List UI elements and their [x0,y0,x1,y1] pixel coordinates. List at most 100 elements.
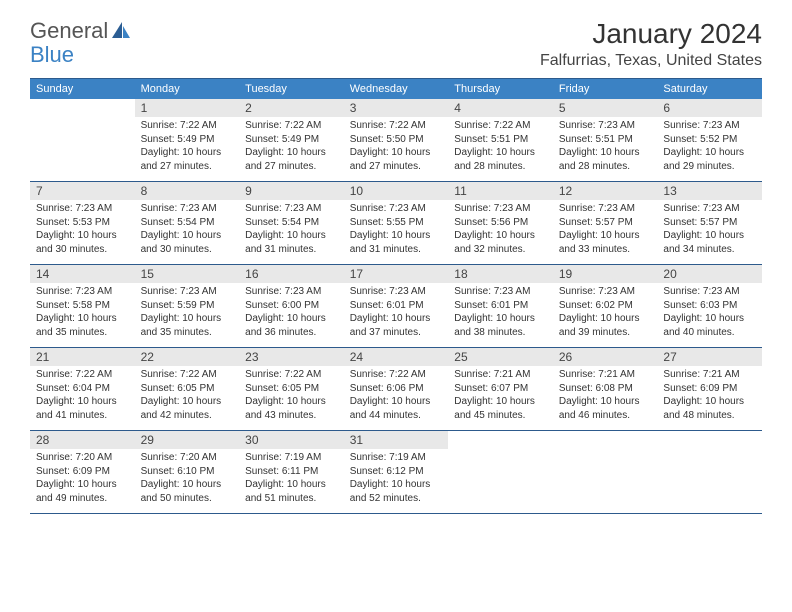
sunrise-text: Sunrise: 7:21 AM [454,368,547,382]
daylight-text: Daylight: 10 hours and 52 minutes. [350,478,443,505]
sunset-text: Sunset: 5:50 PM [350,133,443,147]
daylight-text: Daylight: 10 hours and 30 minutes. [36,229,129,256]
calendar-week: 7Sunrise: 7:23 AMSunset: 5:53 PMDaylight… [30,182,762,265]
sunset-text: Sunset: 5:49 PM [141,133,234,147]
calendar-body: 1 Sunrise: 7:22 AM Sunset: 5:49 PM Daylight… [30,99,762,514]
calendar-day: 10Sunrise: 7:23 AMSunset: 5:55 PMDayligh… [344,182,449,264]
day-number [448,431,553,449]
day-content: Sunrise: 7:23 AMSunset: 5:57 PMDaylight:… [657,200,762,260]
daylight-text: Daylight: 10 hours and 42 minutes. [141,395,234,422]
day-number: 6 [657,99,762,117]
day-content: Sunrise: 7:23 AMSunset: 5:51 PMDaylight:… [553,117,658,177]
calendar-day: 9Sunrise: 7:23 AMSunset: 5:54 PMDaylight… [239,182,344,264]
sunrise-text: Sunrise: 7:23 AM [663,285,756,299]
calendar-day: 25Sunrise: 7:21 AMSunset: 6:07 PMDayligh… [448,348,553,430]
day-number: 12 [553,182,658,200]
day-content: Sunrise: 7:23 AMSunset: 5:56 PMDaylight:… [448,200,553,260]
day-number: 22 [135,348,240,366]
daylight-text: Daylight: 10 hours and 37 minutes. [350,312,443,339]
daylight-text: Daylight: 10 hours and 38 minutes. [454,312,547,339]
day-number: 11 [448,182,553,200]
calendar-week: 14Sunrise: 7:23 AMSunset: 5:58 PMDayligh… [30,265,762,348]
day-content: Sunrise: 7:23 AMSunset: 6:02 PMDaylight:… [553,283,658,343]
month-title: January 2024 [540,18,762,50]
day-content: Sunrise: 7:20 AMSunset: 6:09 PMDaylight:… [30,449,135,509]
day-number: 19 [553,265,658,283]
sunset-text: Sunset: 6:01 PM [350,299,443,313]
calendar-day: 27Sunrise: 7:21 AMSunset: 6:09 PMDayligh… [657,348,762,430]
daylight-text: Daylight: 10 hours and 41 minutes. [36,395,129,422]
logo-text-blue: Blue [30,42,74,67]
calendar-week: 1Sunrise: 7:22 AMSunset: 5:49 PMDaylight… [30,99,762,182]
day-number: 5 [553,99,658,117]
day-content: Sunrise: 7:21 AMSunset: 6:09 PMDaylight:… [657,366,762,426]
logo-text-general: General [30,18,108,44]
calendar-day: 2Sunrise: 7:22 AMSunset: 5:49 PMDaylight… [239,99,344,181]
sunset-text: Sunset: 5:49 PM [245,133,338,147]
sunset-text: Sunset: 6:09 PM [663,382,756,396]
sunrise-text: Sunrise: 7:23 AM [454,285,547,299]
day-number [657,431,762,449]
dow-cell: Tuesday [239,79,344,99]
calendar-day: 6Sunrise: 7:23 AMSunset: 5:52 PMDaylight… [657,99,762,181]
daylight-text: Daylight: 10 hours and 48 minutes. [663,395,756,422]
day-number [553,431,658,449]
calendar-day: 30Sunrise: 7:19 AMSunset: 6:11 PMDayligh… [239,431,344,513]
daylight-text: Daylight: 10 hours and 39 minutes. [559,312,652,339]
sunset-text: Sunset: 6:10 PM [141,465,234,479]
day-number: 10 [344,182,449,200]
sunset-text: Sunset: 5:53 PM [36,216,129,230]
day-number: 24 [344,348,449,366]
calendar-day: 16Sunrise: 7:23 AMSunset: 6:00 PMDayligh… [239,265,344,347]
dow-cell: Sunday [30,79,135,99]
sunrise-text: Sunrise: 7:23 AM [559,202,652,216]
sunset-text: Sunset: 6:12 PM [350,465,443,479]
day-number: 23 [239,348,344,366]
location: Falfurrias, Texas, United States [540,52,762,70]
calendar-day: 24Sunrise: 7:22 AMSunset: 6:06 PMDayligh… [344,348,449,430]
dow-cell: Thursday [448,79,553,99]
day-number [30,99,135,117]
sunrise-text: Sunrise: 7:22 AM [350,368,443,382]
calendar-day [657,431,762,513]
dow-cell: Friday [553,79,658,99]
calendar-day [448,431,553,513]
day-content: Sunrise: 7:23 AMSunset: 5:57 PMDaylight:… [553,200,658,260]
dow-cell: Monday [135,79,240,99]
calendar-day: 1Sunrise: 7:22 AMSunset: 5:49 PMDaylight… [135,99,240,181]
calendar-day: 11Sunrise: 7:23 AMSunset: 5:56 PMDayligh… [448,182,553,264]
calendar-day: 13Sunrise: 7:23 AMSunset: 5:57 PMDayligh… [657,182,762,264]
calendar-day: 21Sunrise: 7:22 AMSunset: 6:04 PMDayligh… [30,348,135,430]
sunset-text: Sunset: 5:56 PM [454,216,547,230]
daylight-text: Daylight: 10 hours and 33 minutes. [559,229,652,256]
day-number: 13 [657,182,762,200]
day-content: Sunrise: 7:20 AMSunset: 6:10 PMDaylight:… [135,449,240,509]
calendar-week: 28Sunrise: 7:20 AMSunset: 6:09 PMDayligh… [30,431,762,514]
calendar-day: 4Sunrise: 7:22 AMSunset: 5:51 PMDaylight… [448,99,553,181]
daylight-text: Daylight: 10 hours and 36 minutes. [245,312,338,339]
calendar-day: 18Sunrise: 7:23 AMSunset: 6:01 PMDayligh… [448,265,553,347]
sunset-text: Sunset: 6:04 PM [36,382,129,396]
day-number: 1 [135,99,240,117]
daylight-text: Daylight: 10 hours and 50 minutes. [141,478,234,505]
sunrise-text: Sunrise: 7:23 AM [350,285,443,299]
daylight-text: Daylight: 10 hours and 35 minutes. [141,312,234,339]
day-content: Sunrise: 7:23 AMSunset: 6:01 PMDaylight:… [344,283,449,343]
daylight-text: Daylight: 10 hours and 32 minutes. [454,229,547,256]
day-content: Sunrise: 7:22 AMSunset: 6:04 PMDaylight:… [30,366,135,426]
day-number: 15 [135,265,240,283]
day-content: Sunrise: 7:23 AMSunset: 6:03 PMDaylight:… [657,283,762,343]
day-number: 3 [344,99,449,117]
sunset-text: Sunset: 6:11 PM [245,465,338,479]
sunrise-text: Sunrise: 7:22 AM [454,119,547,133]
sunset-text: Sunset: 6:00 PM [245,299,338,313]
sunrise-text: Sunrise: 7:21 AM [663,368,756,382]
sunset-text: Sunset: 5:54 PM [245,216,338,230]
day-content: Sunrise: 7:21 AMSunset: 6:08 PMDaylight:… [553,366,658,426]
calendar-day: 22Sunrise: 7:22 AMSunset: 6:05 PMDayligh… [135,348,240,430]
sunset-text: Sunset: 6:09 PM [36,465,129,479]
sunrise-text: Sunrise: 7:23 AM [350,202,443,216]
sunrise-text: Sunrise: 7:20 AM [141,451,234,465]
sunset-text: Sunset: 6:05 PM [245,382,338,396]
sunrise-text: Sunrise: 7:23 AM [36,202,129,216]
